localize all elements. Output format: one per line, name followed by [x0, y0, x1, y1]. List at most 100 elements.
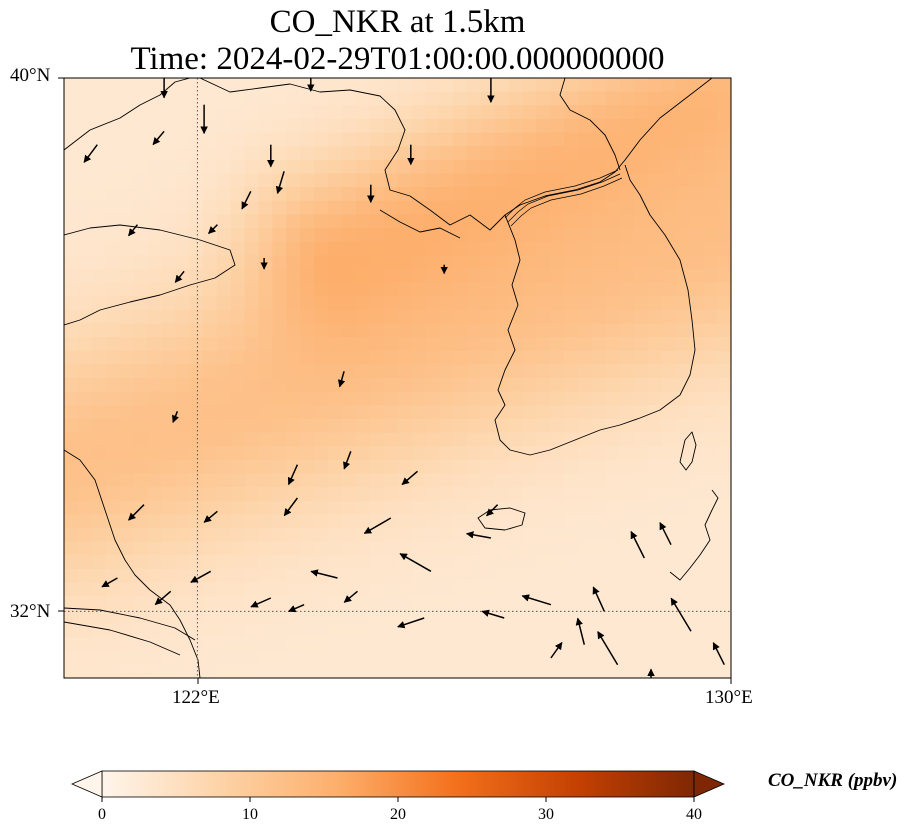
concentration-cell: [230, 541, 246, 556]
concentration-cell: [522, 432, 538, 447]
concentration-cell: [341, 391, 357, 406]
concentration-cell: [689, 105, 704, 120]
concentration-cell: [161, 132, 176, 147]
concentration-cell: [689, 228, 704, 243]
concentration-cell: [578, 159, 593, 175]
concentration-cell: [619, 337, 635, 352]
concentration-cell: [272, 528, 287, 543]
concentration-cell: [605, 528, 621, 543]
concentration-cell: [522, 78, 538, 93]
concentration-cell: [522, 487, 538, 502]
concentration-cell: [717, 514, 731, 529]
concentration-cell: [494, 187, 510, 202]
concentration-cell: [717, 432, 731, 447]
concentration-cell: [592, 132, 607, 147]
concentration-cell: [536, 105, 551, 120]
concentration-cell: [328, 173, 343, 188]
concentration-cell: [328, 350, 343, 365]
concentration-cell: [341, 323, 357, 338]
concentration-cell: [453, 446, 468, 461]
coastline-yangtze-estuary: [64, 607, 196, 656]
concentration-cell: [647, 391, 663, 406]
concentration-cell: [77, 568, 93, 584]
concentration-cell: [91, 282, 107, 297]
concentration-cell: [119, 541, 135, 556]
concentration-cell: [633, 91, 649, 106]
concentration-cell: [689, 118, 704, 134]
tsushima-island: [679, 431, 697, 471]
concentration-cell: [494, 500, 510, 515]
concentration-cell: [244, 568, 260, 584]
concentration-cell: [633, 596, 649, 611]
concentration-cell: [439, 146, 454, 161]
wind-arrow: [712, 642, 725, 666]
colorbar-tick-label: 10: [242, 806, 258, 823]
concentration-cell: [105, 323, 121, 338]
concentration-cell: [647, 78, 663, 93]
concentration-cell: [216, 337, 232, 352]
concentration-cell: [328, 118, 343, 134]
concentration-cell: [453, 555, 468, 570]
concentration-cell: [202, 187, 218, 202]
concentration-cell: [216, 187, 232, 202]
concentration-cell: [633, 514, 649, 529]
wind-arrow: [465, 531, 492, 539]
concentration-cell: [703, 459, 718, 475]
concentration-cell: [119, 582, 135, 597]
concentration-cell: [64, 568, 79, 584]
concentration-cell: [425, 528, 440, 543]
concentration-cell: [341, 228, 357, 243]
concentration-cell: [189, 391, 204, 406]
concentration-cell: [369, 555, 385, 570]
concentration-cell: [411, 487, 426, 502]
concentration-cell: [411, 623, 426, 638]
concentration-cell: [341, 132, 357, 147]
concentration-cell: [161, 200, 176, 215]
concentration-cell: [175, 187, 190, 202]
concentration-cell: [689, 296, 704, 311]
concentration-cell: [703, 364, 718, 379]
concentration-cell: [425, 350, 440, 365]
concentration-cell: [175, 132, 190, 147]
concentration-cell: [341, 118, 357, 134]
concentration-cell: [202, 214, 218, 229]
concentration-cell: [466, 405, 482, 420]
concentration-cell: [147, 446, 162, 461]
concentration-cell: [480, 405, 496, 420]
concentration-cell: [592, 650, 607, 665]
concentration-cell: [272, 132, 287, 147]
concentration-cell: [578, 555, 593, 570]
concentration-cell: [508, 268, 524, 284]
concentration-cell: [578, 146, 593, 161]
concentration-cell: [647, 323, 663, 338]
concentration-cell: [550, 268, 565, 284]
concentration-cell: [522, 541, 538, 556]
concentration-cell: [439, 541, 454, 556]
concentration-cell: [675, 432, 690, 447]
concentration-cell: [175, 146, 190, 161]
concentration-cell: [494, 350, 510, 365]
concentration-cell: [119, 350, 135, 365]
concentration-cell: [508, 159, 524, 175]
concentration-cell: [64, 214, 79, 229]
concentration-cell: [161, 500, 176, 515]
concentration-cell: [703, 623, 718, 638]
concentration-cell: [508, 309, 524, 325]
concentration-cell: [689, 459, 704, 475]
concentration-cell: [105, 514, 121, 529]
concentration-cell: [480, 500, 496, 515]
concentration-cell: [564, 568, 579, 584]
concentration-cell: [411, 296, 426, 311]
concentration-cell: [689, 528, 704, 543]
concentration-cell: [175, 637, 190, 652]
concentration-cell: [300, 664, 315, 678]
concentration-cell: [619, 623, 635, 638]
concentration-cell: [647, 282, 663, 297]
concentration-cell: [508, 514, 524, 529]
concentration-cell: [133, 350, 148, 365]
concentration-cell: [550, 623, 565, 638]
concentration-cell: [175, 323, 190, 338]
concentration-cell: [64, 405, 79, 420]
concentration-cell: [536, 159, 551, 175]
concentration-cell: [369, 228, 385, 243]
